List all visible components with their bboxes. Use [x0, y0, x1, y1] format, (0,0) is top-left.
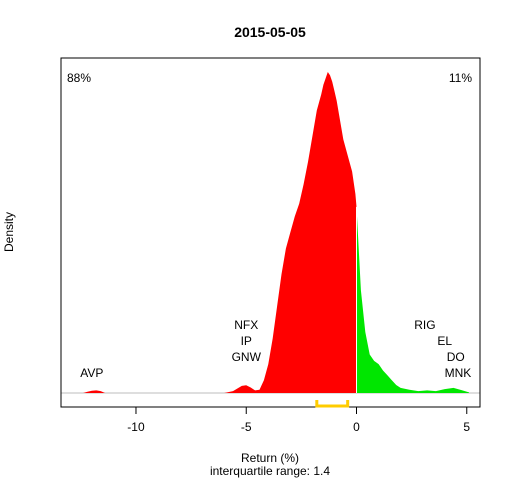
chart-title: 2015-05-05 — [234, 24, 306, 40]
positive-percentage: 11% — [449, 71, 472, 85]
plot-frame — [60, 57, 481, 408]
annotation-label: EL — [437, 334, 452, 348]
x-tick-label: -5 — [241, 420, 252, 434]
negative-density-area — [83, 72, 357, 393]
annotation-label: GNW — [232, 350, 262, 364]
negative-percentage: 88% — [67, 71, 91, 85]
annotation-label: MNK — [445, 366, 472, 380]
y-axis-label: Density — [2, 212, 16, 252]
annotation-label: DO — [447, 350, 465, 364]
iqr-bracket — [315, 400, 350, 408]
positive-density-area — [356, 206, 469, 393]
annotation-label: RIG — [414, 318, 435, 332]
x-tick-label: 5 — [463, 420, 470, 434]
annotation-label: AVP — [80, 366, 103, 380]
iqr-label: interquartile range: 1.4 — [210, 464, 330, 478]
x-tick-label: 0 — [353, 420, 360, 434]
x-axis-label: Return (%) — [241, 451, 299, 465]
annotation-label: IP — [241, 334, 252, 348]
annotation-label: NFX — [234, 318, 258, 332]
x-tick-label: -10 — [127, 420, 145, 434]
